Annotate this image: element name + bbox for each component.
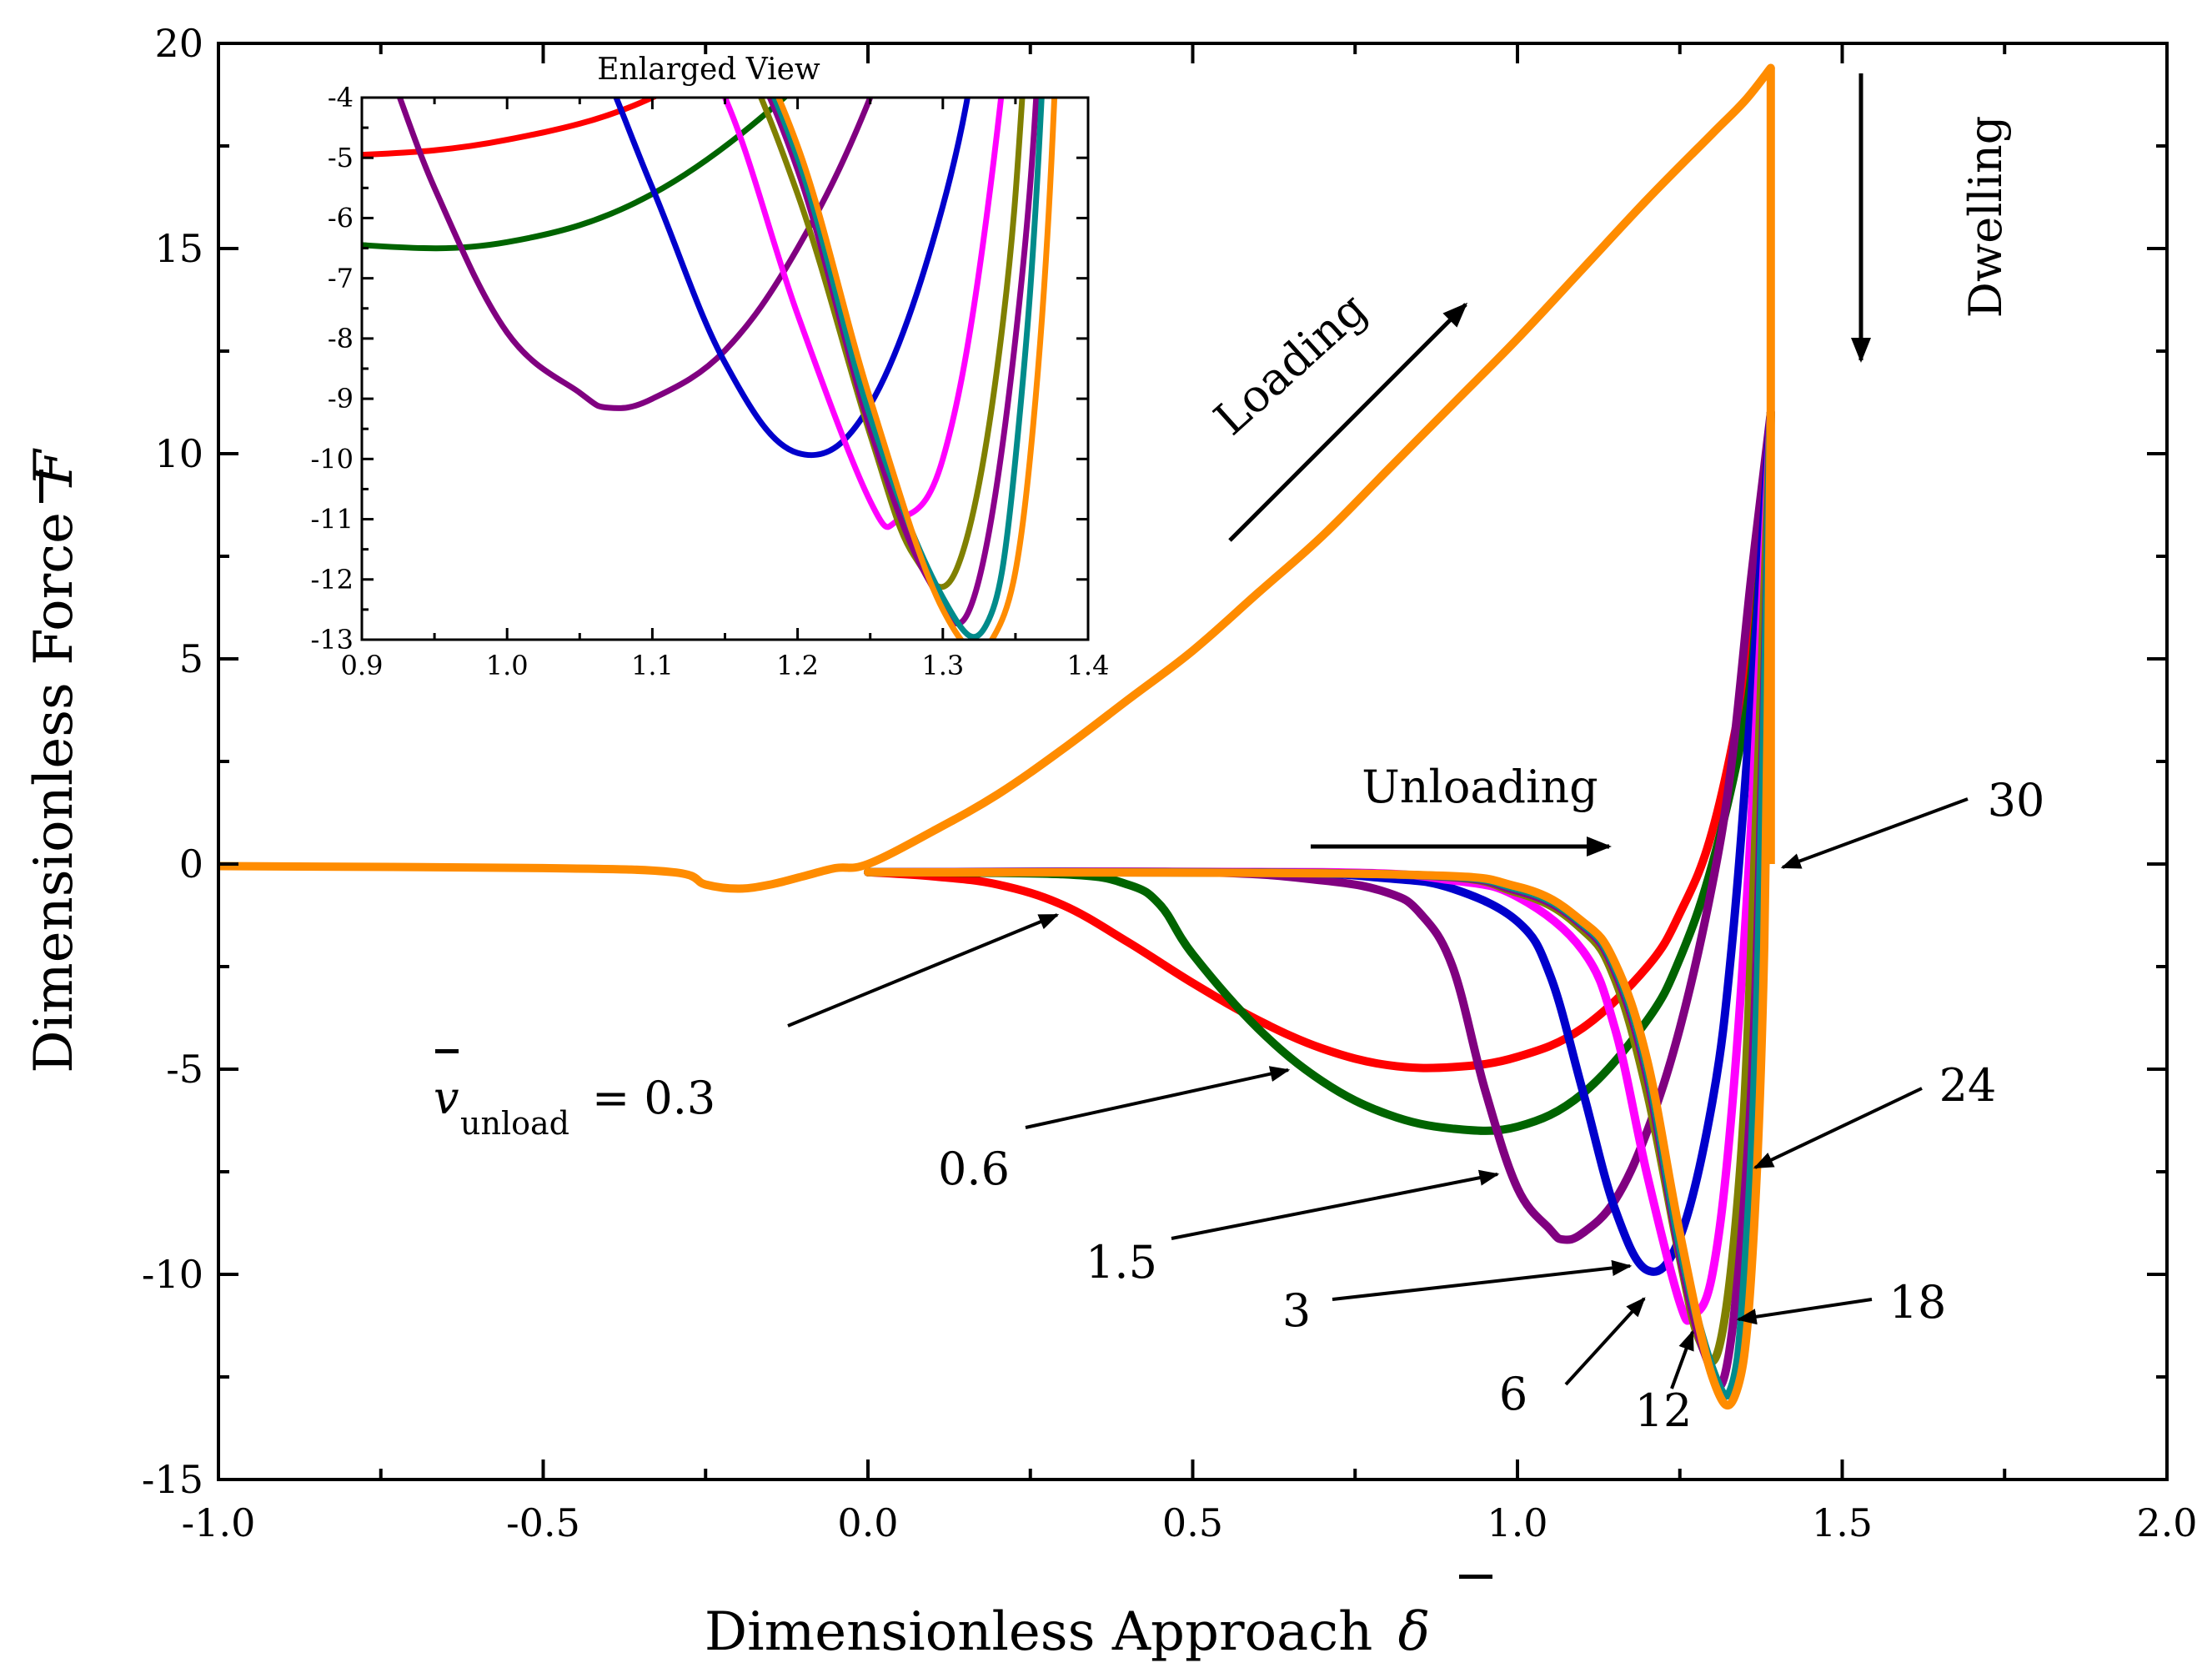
x-tick-label: 0.5	[1162, 1500, 1223, 1545]
inset-y-tick-label: -11	[310, 504, 354, 535]
loading-arrow	[1228, 302, 1468, 542]
label-24: 24	[1939, 1059, 1997, 1112]
label-3: 3	[1282, 1284, 1311, 1337]
y-tick-label: 20	[154, 21, 203, 66]
x-tick-label: 0.0	[837, 1500, 898, 1545]
arrow-24	[1753, 1087, 1923, 1169]
inset-y-tick-label: -8	[328, 323, 354, 354]
y-axis-title-text: Dimensionless Force	[23, 512, 85, 1073]
v-value: = 0.3	[592, 1072, 715, 1124]
inset-x-tick-label: 1.4	[1067, 650, 1110, 681]
label-6: 6	[1499, 1368, 1527, 1420]
inset-ticks: 0.9 1.0 1.1 1.2 1.3 1.4 -4 -5 -6 -7 -8 -9 -10 -11 -12 -…	[310, 82, 1109, 681]
inset-y-tick-label: -13	[310, 624, 354, 656]
inset-y-tick-label: -9	[328, 383, 354, 414]
label-18: 18	[1889, 1276, 1947, 1329]
arrow-12	[1670, 1329, 1694, 1389]
x-tick-label: 2.0	[2136, 1500, 2197, 1545]
arrow-18	[1736, 1298, 1873, 1325]
label-1-5: 1.5	[1086, 1236, 1157, 1289]
arrow-1-5	[1171, 1169, 1500, 1240]
inset-x-tick-label: 0.9	[341, 650, 384, 681]
y-tick-label: 0	[179, 842, 203, 887]
v-subscript: unload	[460, 1105, 569, 1142]
inset-curve-8	[775, 98, 1058, 640]
inset-x-tick-label: 1.0	[486, 650, 529, 681]
x-axis-symbol-bar	[1459, 1575, 1492, 1579]
inset-x-tick-label: 1.3	[921, 650, 964, 681]
inset-y-tick-label: -5	[328, 142, 354, 173]
inset-y-tick-label: -10	[310, 443, 354, 475]
label-12: 12	[1635, 1384, 1693, 1437]
inset-curves	[362, 98, 1058, 640]
arrow-03	[787, 913, 1060, 1027]
inset-curve-4	[721, 98, 1005, 530]
dwelling-label: Dwelling	[1959, 116, 2012, 319]
main-ticks: -1.0 -0.5 0.0 0.5 1.0 1.5 2.0 20 15 10 5 0 -5 -10 -15	[142, 21, 2198, 1545]
y-tick-label: -10	[142, 1252, 203, 1297]
inset-y-tick-label: -4	[328, 82, 354, 113]
y-tick-label: 15	[154, 226, 203, 271]
arrow-6	[1564, 1297, 1646, 1386]
y-tick-label: -5	[166, 1047, 203, 1092]
arrow-30	[1780, 797, 1969, 869]
arrow-0-6	[1025, 1066, 1291, 1129]
x-tick-label: 1.5	[1812, 1500, 1873, 1545]
main-curves	[218, 63, 1775, 1410]
y-tick-label: -15	[142, 1457, 203, 1502]
v-symbol: v	[434, 1072, 459, 1124]
inset-y-tick-label: -12	[310, 564, 354, 595]
x-tick-label: 1.0	[1487, 1500, 1547, 1545]
inset-curve-7	[770, 98, 1045, 640]
y-tick-label: 5	[179, 636, 203, 681]
inset-y-tick-label: -6	[328, 202, 354, 234]
inset-title: Enlarged View	[597, 53, 820, 87]
unloading-curve-8	[864, 408, 1775, 1410]
inset-x-tick-label: 1.2	[776, 650, 819, 681]
inset-curve-3	[613, 98, 971, 459]
x-tick-label: -1.0	[182, 1500, 256, 1545]
y-axis-symbol: F	[23, 448, 85, 488]
label-0-6: 0.6	[938, 1143, 1010, 1195]
v-unload-label: v unload = 0.3	[434, 1049, 715, 1142]
x-tick-label: -0.5	[506, 1500, 580, 1545]
y-axis-symbol-bar	[39, 470, 43, 503]
inset-y-tick-label: -7	[328, 263, 354, 294]
inset-x-tick-label: 1.1	[631, 650, 674, 681]
x-axis-title: Dimensionless Approach δ	[705, 1601, 1430, 1663]
unloading-label: Unloading	[1362, 761, 1598, 813]
inset-curve-2	[396, 98, 874, 412]
inset-curve-1	[362, 98, 789, 252]
y-axis-title: Dimensionless Force F	[23, 448, 85, 1073]
y-tick-label: 10	[154, 431, 203, 476]
label-30: 30	[1988, 774, 2045, 826]
v-symbol-bar	[435, 1049, 459, 1053]
unloading-curve-1	[864, 408, 1775, 1135]
x-axis-title-text: Dimensionless Approach	[705, 1601, 1373, 1663]
loading-curve	[218, 63, 1775, 893]
arrow-3	[1332, 1259, 1633, 1301]
unloading-curve-2	[864, 408, 1775, 1244]
inset-curve-5	[757, 98, 1026, 590]
x-axis-symbol: δ	[1398, 1601, 1431, 1663]
